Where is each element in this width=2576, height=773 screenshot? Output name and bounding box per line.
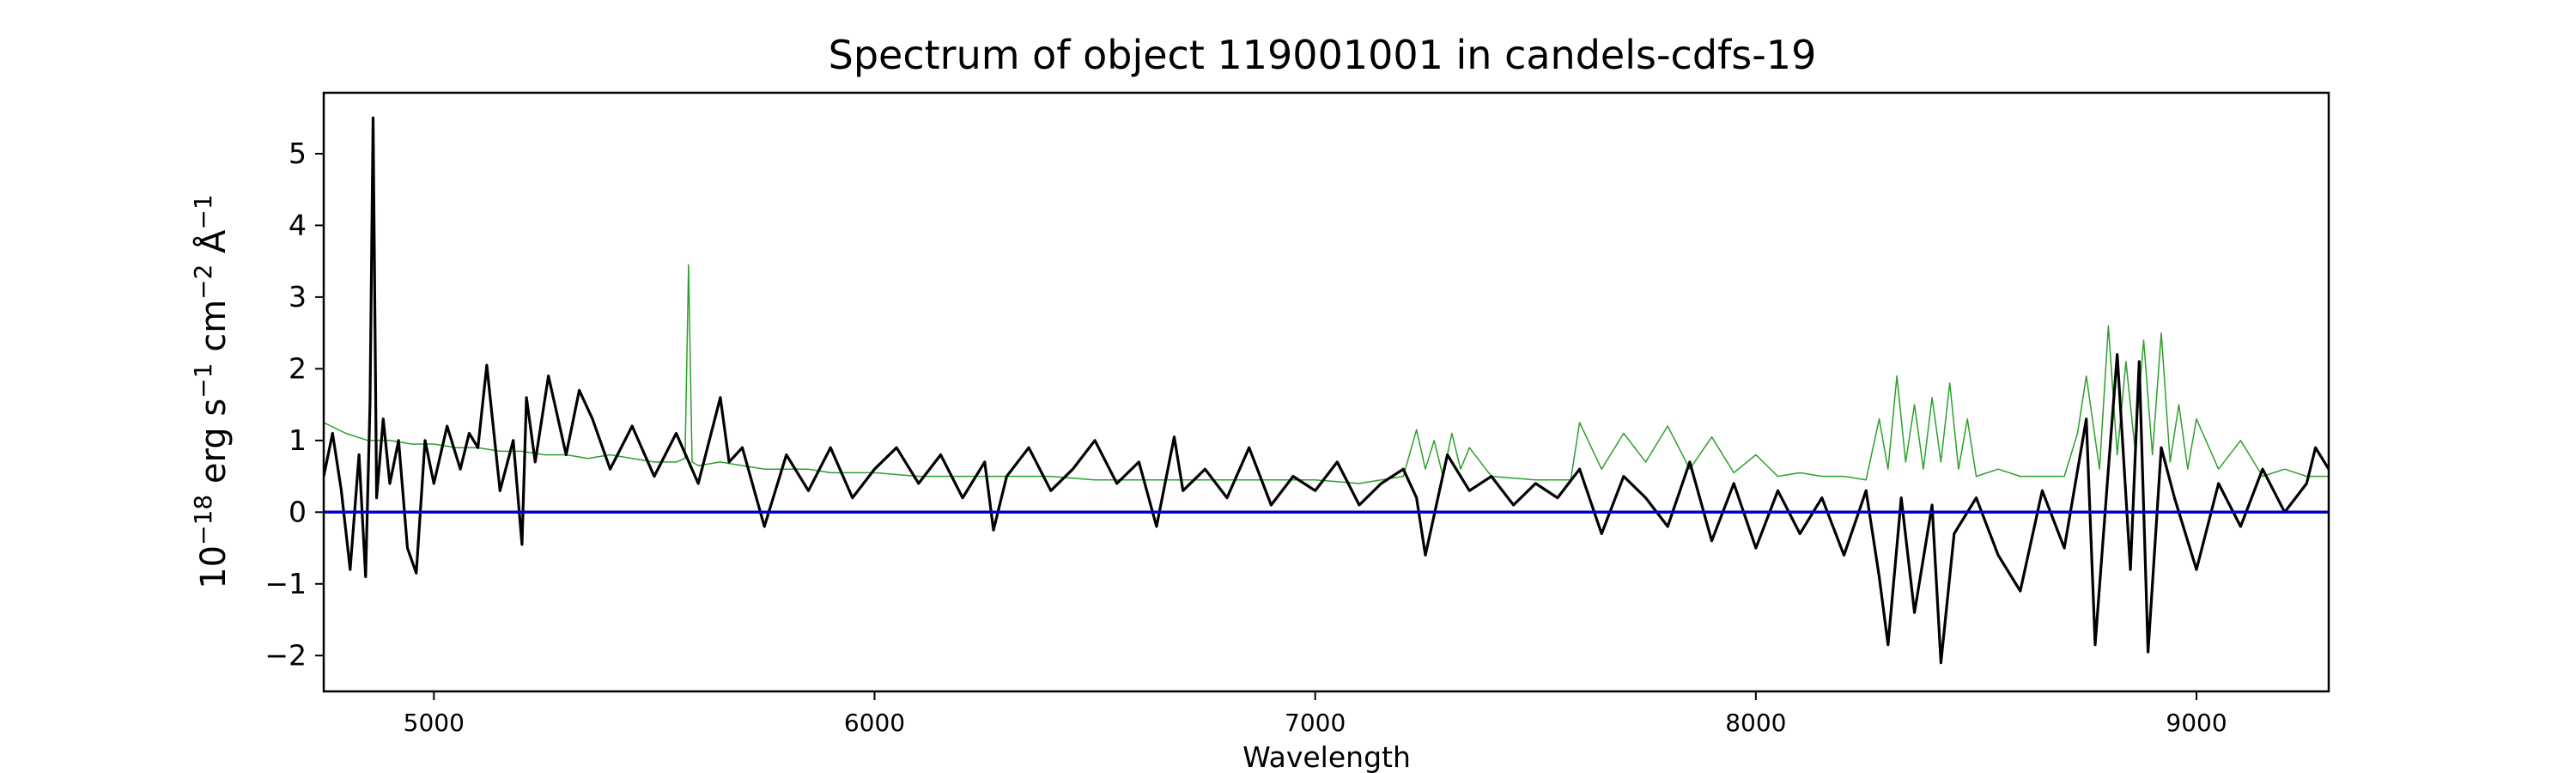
chart-title: Spectrum of object 119001001 in candels-… [829,32,1817,78]
y-tick-label: 4 [289,208,307,241]
y-tick-label: 5 [289,137,307,170]
ylabel-exp: −18 [189,495,217,545]
plot-frame [322,91,2330,693]
y-tick-label: −1 [264,567,307,600]
ylabel-unit1-exp: −1 [189,363,217,399]
y-tick-label: −2 [264,638,307,672]
ylabel-unit3-exp: −1 [189,194,217,229]
y-tick-label: 1 [289,423,307,457]
y-tick-label: 3 [289,280,307,313]
series-noise-line [324,264,2329,484]
x-tick-label: 8000 [1725,709,1786,737]
y-tick-label: 2 [289,351,307,385]
ylabel-unit2: cm [194,300,234,363]
y-axis-label: 10−18 erg s−1 cm−2 Å−1 [189,194,234,589]
x-tick-label: 5000 [404,709,465,737]
x-tick-label: 7000 [1285,709,1346,737]
ylabel-unit1: erg s [194,399,234,495]
ylabel-base: 10 [194,545,234,589]
series-flux-line [324,116,2329,665]
ylabel-unit3: Å [192,229,234,265]
x-tick-label: 6000 [844,709,905,737]
x-axis-label: Wavelength [1242,740,1411,773]
y-tick-label: 0 [289,495,307,528]
axis-ticks: −2 −1 0 1 2 3 4 5 5000 6000 7000 8000 9000 [264,137,2227,737]
x-tick-label: 9000 [2166,709,2227,737]
plot-area [324,116,2329,665]
ylabel-unit2-exp: −2 [189,265,217,300]
